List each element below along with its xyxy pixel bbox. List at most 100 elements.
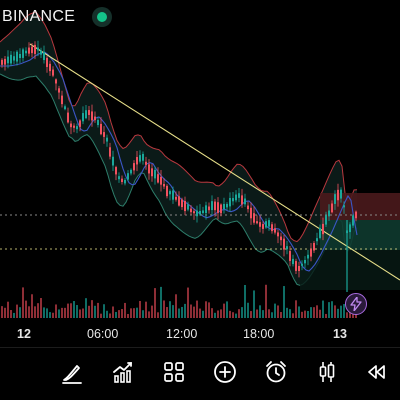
bollinger-lower-line	[0, 73, 358, 286]
candle-body	[100, 123, 102, 135]
volume-bar	[10, 310, 12, 318]
bollinger-upper-line	[0, 11, 358, 243]
volume-bar	[355, 312, 357, 318]
candle-body	[25, 50, 27, 54]
volume-bar	[22, 287, 24, 318]
candle-body	[43, 51, 45, 61]
volume-bar	[178, 308, 180, 318]
candle-body	[265, 221, 267, 228]
candle-body	[196, 210, 198, 217]
candle-body	[340, 189, 342, 199]
candle-body	[139, 155, 141, 162]
candle-body	[22, 49, 24, 58]
alarm-clock-icon[interactable]	[262, 358, 290, 386]
candle-body	[208, 206, 210, 211]
candle-body	[172, 190, 174, 200]
candle-body	[55, 79, 57, 84]
volume-bar	[34, 306, 36, 318]
candle-body	[175, 196, 177, 200]
candle-body	[46, 57, 48, 67]
volume-bar	[49, 312, 51, 318]
candle-body	[286, 246, 288, 250]
volume-bar	[187, 287, 189, 318]
candle-body	[292, 258, 294, 265]
volume-bar	[229, 310, 231, 318]
volume-bar	[349, 310, 351, 318]
candle-body	[34, 44, 36, 54]
candle-body	[247, 205, 249, 210]
candlestick-type-icon[interactable]	[313, 358, 341, 386]
time-axis-label-1800: 18:00	[243, 327, 275, 341]
volume-bar	[334, 305, 336, 318]
candle-body	[163, 183, 165, 187]
candle-body	[190, 208, 192, 213]
volume-bar	[169, 301, 171, 318]
volume-bar	[31, 294, 33, 318]
candle-body	[136, 157, 138, 165]
volume-bar	[280, 312, 282, 318]
volume-bar	[160, 286, 162, 318]
volume-bar	[157, 312, 159, 318]
volume-bar	[211, 308, 213, 318]
volume-bar	[64, 307, 66, 318]
volume-bar	[193, 306, 195, 318]
candle-body	[103, 132, 105, 137]
volume-bar	[250, 311, 252, 318]
candle-body	[61, 95, 63, 105]
candle-body	[259, 222, 261, 227]
volume-bar	[76, 305, 78, 318]
candle-body	[250, 207, 252, 219]
candle-body	[94, 116, 96, 121]
candle-body	[310, 248, 312, 257]
indicators-chart-icon[interactable]	[109, 358, 137, 386]
volume-bar	[139, 300, 141, 318]
candle-body	[1, 59, 3, 65]
volume-bar	[346, 312, 348, 318]
volume-bar	[19, 307, 21, 318]
volume-bar	[220, 309, 222, 318]
candle-body	[151, 168, 153, 177]
market-status-indicator	[92, 7, 112, 27]
volume-bar	[97, 302, 99, 318]
volume-bar	[223, 303, 225, 318]
candle-body	[298, 266, 300, 271]
volume-bar	[73, 301, 75, 318]
candle-body	[226, 203, 228, 208]
candle-body	[124, 179, 126, 184]
volume-bar	[268, 309, 270, 318]
lightning-alert-button[interactable]	[345, 293, 367, 315]
volume-bar	[13, 312, 15, 318]
volume-bar	[109, 313, 111, 318]
candle-body	[256, 221, 258, 224]
candle-body	[217, 202, 219, 213]
replay-rewind-icon[interactable]	[362, 358, 390, 386]
candle-body	[202, 210, 204, 214]
candle-body	[325, 215, 327, 225]
volume-bar	[100, 313, 102, 318]
volume-bar	[4, 307, 6, 318]
candle-body	[85, 110, 87, 119]
volume-bar	[25, 300, 27, 318]
candle-body	[31, 46, 33, 54]
volume-bar	[46, 308, 48, 318]
candle-body	[76, 126, 78, 130]
candle-body	[307, 254, 309, 259]
candle-body	[220, 204, 222, 214]
volume-bar	[259, 305, 261, 318]
time-axis-label-1200: 12:00	[166, 327, 198, 341]
draw-pen-icon[interactable]	[58, 358, 86, 386]
volume-bar	[241, 307, 243, 318]
volume-bar	[208, 302, 210, 318]
volume-bar	[61, 307, 63, 318]
volume-bar	[112, 306, 114, 318]
add-circle-icon[interactable]	[211, 358, 239, 386]
candle-body	[67, 112, 69, 123]
candle-body	[145, 161, 147, 165]
layout-grid-icon[interactable]	[160, 358, 188, 386]
volume-bar	[70, 303, 72, 318]
volume-bar	[265, 284, 267, 318]
candle-body	[112, 156, 114, 166]
volume-bar	[1, 306, 3, 318]
